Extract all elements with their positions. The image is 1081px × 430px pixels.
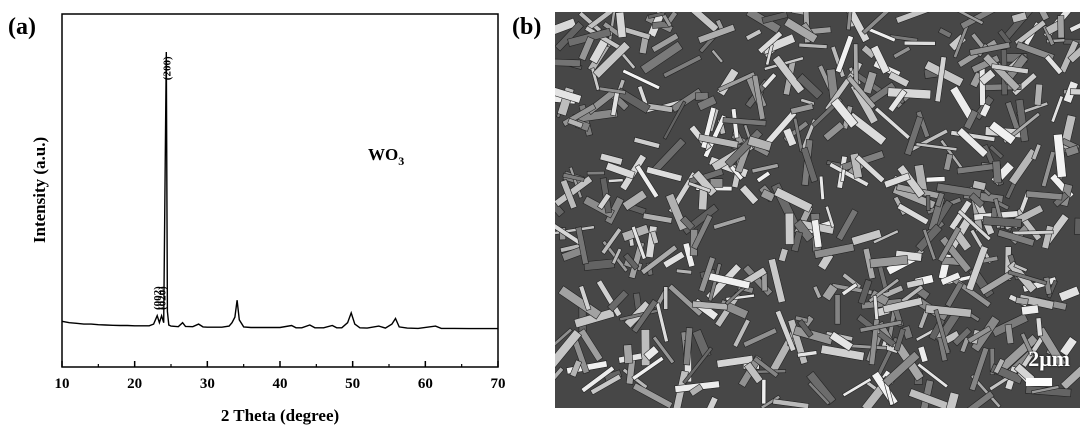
xrd-chart: 10 20 30 40 50 60 70 (002)(020) (200) WO3 2 The… (30, 13, 506, 425)
plot-frame (61, 13, 499, 368)
x-tick-label: 20 (127, 376, 142, 392)
x-axis-title: 2 Theta (degree) (221, 406, 339, 425)
sem-texture (555, 12, 1080, 408)
x-tick-label: 30 (200, 376, 215, 392)
x-tick-label: 60 (418, 376, 433, 392)
x-tick-label: 40 (273, 376, 288, 392)
peak-label: (002) (152, 286, 164, 310)
peak-label: (020) (157, 286, 169, 310)
x-tick-label: 50 (345, 376, 360, 392)
xrd-pattern-line (61, 51, 498, 330)
panel-a-label: (a) (8, 14, 36, 40)
scale-bar (1026, 378, 1052, 386)
x-tick-label: 10 (55, 376, 70, 392)
sem-micrograph: 2μm (555, 12, 1080, 408)
panel-b-label: (b) (512, 14, 542, 40)
x-tick-label: 70 (491, 376, 506, 392)
scale-bar-label: 2μm (1028, 346, 1070, 371)
y-axis-title: Intensity (a.u.) (30, 137, 49, 243)
compound-label: WO3 (368, 145, 404, 168)
peak-label: (200) (162, 56, 174, 80)
